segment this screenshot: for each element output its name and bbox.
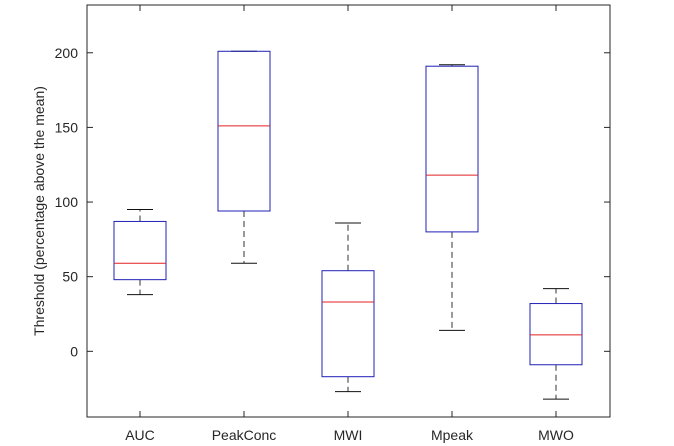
y-tick-label: 50 — [62, 269, 78, 285]
box-iqr — [321, 270, 375, 378]
x-tick-label: AUC — [125, 427, 155, 443]
y-tick-label: 100 — [55, 194, 79, 210]
box-iqr — [217, 50, 271, 212]
box-auc — [113, 209, 167, 296]
boxes-layer — [113, 50, 583, 400]
box-iqr — [529, 303, 583, 366]
x-tick-label: Mpeak — [431, 427, 474, 443]
box-mwo — [529, 288, 583, 400]
x-tick-label: MWO — [538, 427, 574, 443]
y-tick-label: 200 — [55, 45, 79, 61]
x-tick-label: MWI — [334, 427, 363, 443]
y-tick-label: 0 — [70, 343, 78, 359]
box-iqr — [425, 65, 479, 233]
y-axis: 0 50 100 150 200 — [55, 45, 610, 359]
box-mpeak — [425, 64, 479, 331]
box-iqr — [113, 220, 167, 281]
x-tick-label: PeakConc — [212, 427, 277, 443]
plot-frame — [86, 4, 611, 418]
box-peakconc — [217, 50, 271, 264]
x-axis: AUC PeakConc MWI Mpeak MWO — [125, 5, 574, 443]
box-mwi — [321, 222, 375, 393]
y-axis-label: Threshold (percentage above the mean) — [31, 86, 47, 336]
y-tick-label: 150 — [55, 119, 79, 135]
